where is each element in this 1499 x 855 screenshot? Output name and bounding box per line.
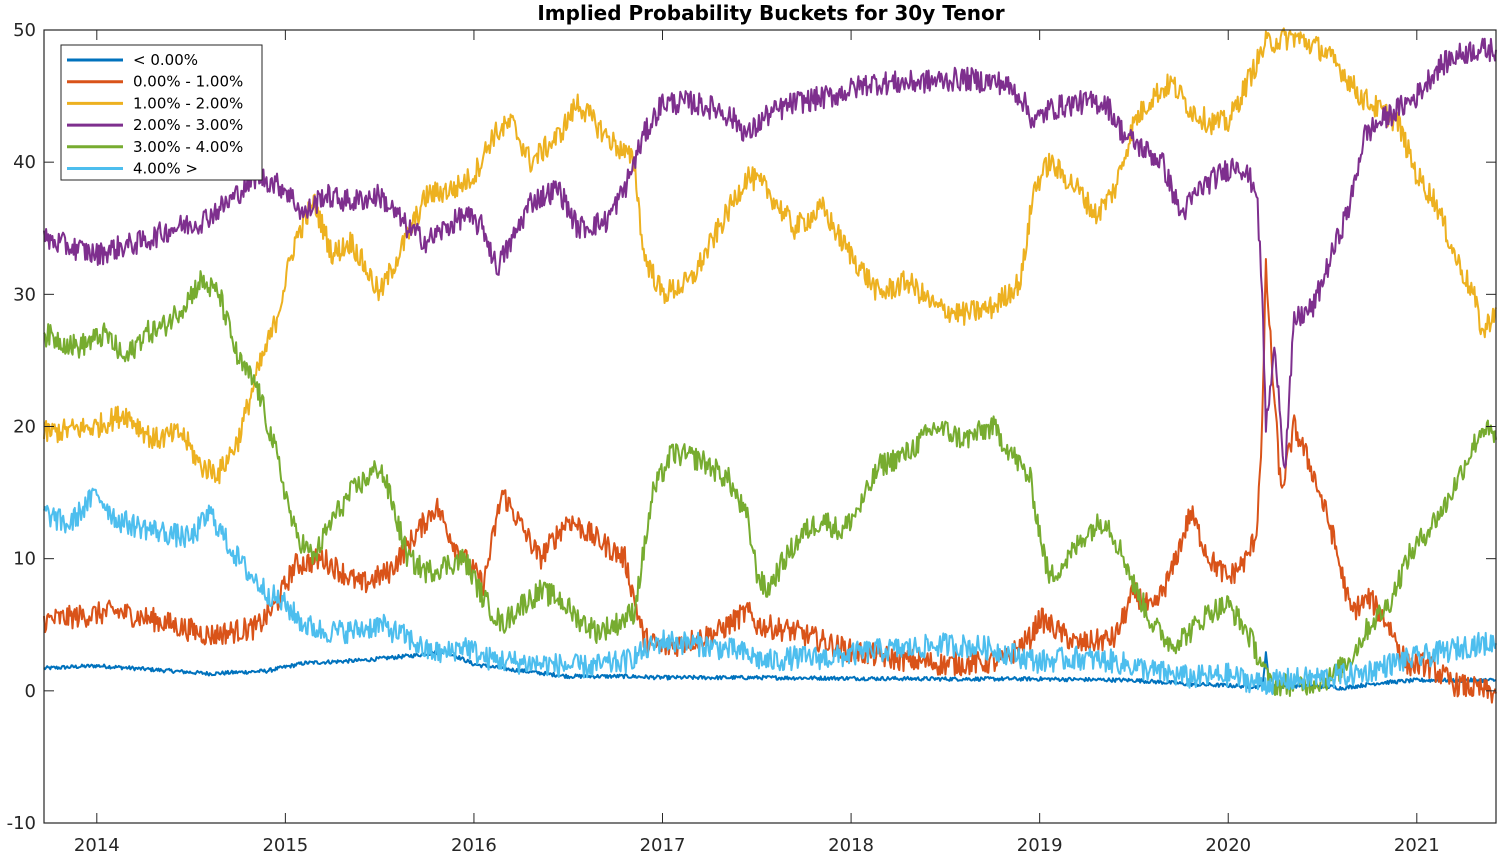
x-tick-label: 2016 xyxy=(451,835,497,855)
x-axis-ticks: 2014 2015 2016 2017 2018 2019 2020 2021 xyxy=(74,30,1440,855)
legend-box xyxy=(60,44,263,181)
y-tick-label: 40 xyxy=(13,152,36,173)
series-line-2 xyxy=(43,27,1497,485)
x-tick-label: 2020 xyxy=(1205,835,1251,855)
series-line-3 xyxy=(43,37,1497,469)
y-tick-label: 0 xyxy=(25,681,36,702)
y-tick-label: 10 xyxy=(13,549,36,570)
legend-label: 0.00% - 1.00% xyxy=(133,73,243,91)
series-line-1 xyxy=(43,258,1497,704)
y-axis-ticks: -10 0 10 20 30 40 50 xyxy=(7,20,1496,834)
series-lines xyxy=(43,27,1497,704)
x-tick-label: 2015 xyxy=(262,835,308,855)
legend-label: 4.00% > xyxy=(133,160,198,178)
legend: < 0.00% 0.00% - 1.00% 1.00% - 2.00% 2.00% -… xyxy=(60,44,263,181)
x-tick-label: 2018 xyxy=(828,835,874,855)
x-tick-label: 2014 xyxy=(74,835,120,855)
x-tick-label: 2017 xyxy=(640,835,686,855)
legend-label: 3.00% - 4.00% xyxy=(133,138,243,156)
y-tick-label: 20 xyxy=(13,417,36,438)
x-tick-label: 2021 xyxy=(1394,835,1440,855)
legend-label: < 0.00% xyxy=(133,51,198,69)
y-tick-label: -10 xyxy=(7,813,36,834)
series-line-4 xyxy=(43,270,1497,697)
series-line-5 xyxy=(43,487,1497,696)
legend-label: 1.00% - 2.00% xyxy=(133,94,243,112)
legend-label: 2.00% - 3.00% xyxy=(133,116,243,134)
y-tick-label: 30 xyxy=(13,284,36,305)
x-tick-label: 2019 xyxy=(1017,835,1063,855)
chart-title: Implied Probability Buckets for 30y Teno… xyxy=(537,1,1004,25)
y-tick-label: 50 xyxy=(13,20,36,41)
